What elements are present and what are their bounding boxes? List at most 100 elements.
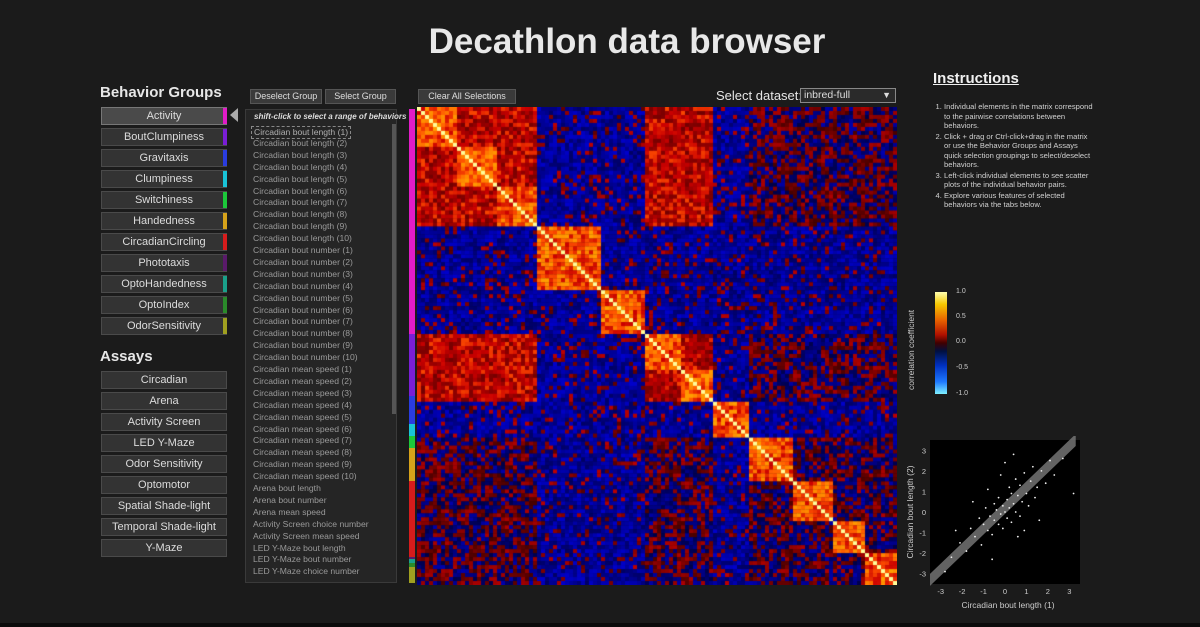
y-axis-ticks: 3 2 1 0 -1 -2 -3 <box>919 446 926 578</box>
behavior-list-item[interactable]: Circadian mean speed (8) <box>253 447 352 458</box>
scatter-point <box>1019 515 1021 518</box>
assay-button-odor-sensitivity[interactable]: Odor Sensitivity <box>101 455 227 473</box>
group-button-phototaxis[interactable]: Phototaxis <box>101 254 227 272</box>
behavior-list-item[interactable]: Arena mean speed <box>253 506 326 517</box>
y-tick-label: 2 <box>922 467 926 476</box>
assay-button-y-maze[interactable]: Y-Maze <box>101 539 227 557</box>
behavior-list-item[interactable]: Circadian mean speed (1) <box>253 364 352 374</box>
behavior-list-item[interactable]: Circadian bout number (4) <box>253 280 353 291</box>
group-button-gravitaxis[interactable]: Gravitaxis <box>101 149 227 167</box>
scatter-point <box>997 496 1000 499</box>
behavior-list-item[interactable]: Circadian bout number (6) <box>253 304 353 315</box>
group-button-activity[interactable]: Activity <box>101 107 227 125</box>
instruction-item: Explore various features of selected beh… <box>944 191 1094 210</box>
regression-band <box>930 436 1076 586</box>
scatter-point <box>986 488 989 491</box>
instruction-item: Left-click individual elements to see sc… <box>944 171 1094 190</box>
behavior-list-item[interactable]: Circadian mean speed (2) <box>253 375 352 386</box>
behavior-list-item[interactable]: Circadian bout length (10) <box>253 233 352 244</box>
group-button-optohandedness[interactable]: OptoHandedness <box>101 275 227 293</box>
behavior-list-item[interactable]: Circadian bout length (1) <box>251 126 352 139</box>
scatter-point <box>959 541 961 544</box>
scatter-point <box>1027 504 1030 507</box>
group-button-optoindex[interactable]: OptoIndex <box>101 296 227 314</box>
behavior-list-item[interactable]: Circadian mean speed (6) <box>253 423 352 434</box>
scatter-point <box>993 502 996 505</box>
behavior-list-box[interactable] <box>245 109 397 583</box>
group-button-handedness[interactable]: Handedness <box>101 212 227 230</box>
group-button-clumpiness[interactable]: Clumpiness <box>101 170 227 188</box>
scatter-point <box>1023 472 1026 474</box>
scatter-point <box>1019 484 1021 487</box>
behavior-list-item[interactable]: Circadian bout number (1) <box>253 245 353 255</box>
behavior-list-item[interactable]: Circadian bout length (7) <box>253 197 348 208</box>
assay-button-led-y-maze[interactable]: LED Y-Maze <box>101 434 227 452</box>
behavior-list-item[interactable]: Arena bout number <box>253 494 327 505</box>
assay-button-activity-screen[interactable]: Activity Screen <box>101 413 227 431</box>
behavior-list-item[interactable]: Circadian mean speed (4) <box>253 399 352 410</box>
behavior-list-item[interactable]: Circadian mean speed (3) <box>253 387 352 398</box>
group-color-swatch <box>223 171 227 187</box>
behavior-list-item[interactable]: Circadian bout number (9) <box>253 340 353 351</box>
group-color-swatch <box>223 297 227 313</box>
group-button-switchiness[interactable]: Switchiness <box>101 191 227 209</box>
assay-button-optomotor[interactable]: Optomotor <box>101 476 227 494</box>
group-button-circadiancircling[interactable]: CircadianCircling <box>101 233 227 251</box>
select-group-button[interactable]: Select Group <box>325 89 396 104</box>
x-tick-label: 3 <box>1067 587 1071 596</box>
behavior-list-item[interactable]: Circadian bout number (7) <box>253 316 353 327</box>
behavior-list-item[interactable]: LED Y-Maze choice number <box>253 566 360 577</box>
x-tick-label: -3 <box>937 587 944 596</box>
behavior-list-item[interactable]: Circadian bout length (6) <box>253 185 348 196</box>
group-color-swatch <box>223 192 227 208</box>
group-button-odorsensitivity[interactable]: OdorSensitivity <box>101 317 227 335</box>
assays-heading: Assays <box>100 348 153 365</box>
y-tick-label: 3 <box>922 446 926 455</box>
group-color-swatch <box>223 129 227 145</box>
dataset-select[interactable]: inbred-full ▼ <box>800 88 896 103</box>
behavior-list-item[interactable]: Circadian mean speed (5) <box>253 411 352 422</box>
correlation-matrix[interactable] <box>417 107 897 585</box>
colorbar-label: correlation coefficient <box>906 309 916 390</box>
group-strip-segment <box>409 481 415 557</box>
behavior-list-item[interactable]: Circadian bout length (3) <box>253 149 348 160</box>
chevron-down-icon: ▼ <box>882 90 891 100</box>
behavior-list-item[interactable]: Circadian bout number (10) <box>253 352 358 363</box>
assay-button-temporal-shade-light[interactable]: Temporal Shade-light <box>101 518 227 536</box>
group-strip-segment <box>409 563 415 567</box>
behavior-list-item[interactable]: Circadian bout length (5) <box>253 173 348 184</box>
behavior-list-item[interactable]: Circadian mean speed (9) <box>253 459 352 470</box>
behavior-list-item[interactable]: Arena bout length <box>253 483 321 493</box>
behavior-list-item[interactable]: LED Y-Maze bout number <box>253 554 352 565</box>
deselect-group-button[interactable]: Deselect Group <box>250 89 322 104</box>
scatter-point <box>954 529 957 532</box>
behavior-list-item[interactable]: Circadian mean speed (10) <box>253 471 357 482</box>
behavior-list-item[interactable]: Circadian bout number (5) <box>253 292 353 303</box>
behavior-list-item[interactable]: Activity Screen choice number <box>253 518 369 529</box>
scatter-points <box>944 453 1075 573</box>
group-button-boutclumpiness[interactable]: BoutClumpiness <box>101 128 227 146</box>
group-color-swatch <box>223 213 227 229</box>
behavior-list-item[interactable]: LED Y-Maze bout length <box>253 542 346 553</box>
instructions-list: Individual elements in the matrix corres… <box>932 102 1094 211</box>
scatter-point <box>1038 519 1041 522</box>
behavior-list-item[interactable]: Circadian bout length (4) <box>253 161 348 172</box>
scatter-point <box>993 519 996 522</box>
dataset-value: inbred-full <box>804 89 851 101</box>
behavior-list-item[interactable]: Activity Screen mean speed <box>253 530 360 541</box>
behavior-list-scrollbar[interactable] <box>392 124 396 414</box>
behavior-list-item[interactable]: Circadian bout length (9) <box>253 221 348 232</box>
behavior-list-item[interactable]: Circadian bout number (2) <box>253 256 353 267</box>
behavior-list-item[interactable]: Circadian bout number (8) <box>253 328 353 339</box>
group-color-swatch <box>223 234 227 250</box>
behavior-list-item[interactable]: Circadian bout length (2) <box>253 137 348 148</box>
behavior-list-item[interactable]: Circadian bout number (3) <box>253 268 353 279</box>
scatter-point <box>971 500 974 503</box>
behavior-list-item[interactable]: Circadian mean speed (7) <box>253 435 352 446</box>
assay-button-circadian[interactable]: Circadian <box>101 371 227 389</box>
clear-all-selections-button[interactable]: Clear All Selections <box>418 89 516 104</box>
assay-button-spatial-shade-light[interactable]: Spatial Shade-light <box>101 497 227 515</box>
behavior-list-item[interactable]: Circadian bout length (8) <box>253 209 348 220</box>
assay-button-arena[interactable]: Arena <box>101 392 227 410</box>
scatter-point <box>1034 496 1036 499</box>
